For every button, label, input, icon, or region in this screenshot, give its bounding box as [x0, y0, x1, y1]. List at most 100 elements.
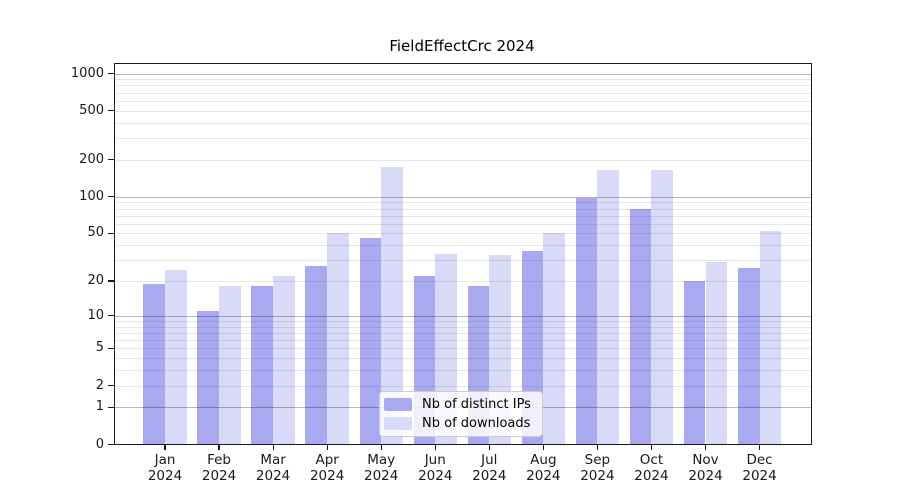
minor-gridline	[113, 370, 812, 372]
bar-downloads	[543, 233, 566, 445]
minor-gridline	[113, 260, 812, 262]
x-tick-label-line: 2024	[418, 467, 453, 484]
x-tick-label-line: Nov	[692, 452, 719, 468]
bar-downloads	[327, 233, 349, 445]
minor-gridline	[113, 385, 812, 387]
bar-distinct-ips	[305, 265, 328, 445]
legend-swatch-downloads	[384, 417, 412, 430]
y-axis-tick	[108, 384, 114, 387]
minor-gridline	[113, 245, 812, 247]
minor-gridline	[113, 215, 812, 217]
x-tick-label-line: 2024	[309, 467, 345, 484]
x-axis-tick	[650, 445, 653, 450]
x-tick-label-line: 2024	[364, 467, 399, 484]
minor-gridline	[113, 223, 812, 225]
minor-gridline	[113, 85, 812, 87]
minor-gridline	[113, 326, 812, 328]
minor-gridline	[113, 332, 812, 334]
minor-gridline	[113, 340, 812, 341]
bar-distinct-ips	[737, 267, 760, 445]
legend: Nb of distinct IPs Nb of downloads	[379, 391, 543, 437]
y-tick-label: 50	[87, 225, 104, 241]
x-tick-label-line: Aug	[530, 452, 557, 468]
x-axis-tick	[272, 445, 274, 450]
bar-distinct-ips	[251, 286, 274, 445]
minor-gridline	[113, 233, 812, 235]
y-axis-tick	[108, 443, 114, 446]
bar-downloads	[273, 276, 295, 445]
x-tick-label-line: Feb	[207, 452, 231, 468]
x-tick-label-line: Jan	[154, 452, 176, 468]
bar-downloads	[705, 261, 728, 445]
x-axis-tick	[542, 445, 544, 450]
y-axis-tick	[108, 196, 114, 198]
y-tick-label: 1000	[70, 65, 104, 81]
x-tick-label-line: 2024	[526, 467, 561, 484]
chart-title: FieldEffectCrc 2024	[389, 37, 535, 55]
x-tick-label-line: Dec	[746, 452, 773, 468]
x-tick-label: May 2024	[351, 452, 411, 484]
y-tick-label: 10	[87, 307, 104, 323]
y-axis-tick	[108, 232, 114, 234]
x-axis-tick	[164, 445, 166, 450]
x-tick-label: Mar 2024	[243, 452, 303, 484]
x-tick-label-line: Mar	[260, 452, 286, 468]
x-tick-label: Nov 2024	[676, 452, 736, 484]
x-tick-label-line: May	[367, 452, 396, 468]
minor-gridline	[113, 138, 812, 140]
x-axis-tick	[596, 445, 598, 450]
y-tick-label: 0	[95, 436, 104, 452]
x-tick-label: Jan 2024	[135, 452, 195, 484]
y-axis-tick	[108, 406, 114, 408]
x-axis-tick	[704, 445, 707, 450]
x-tick-label-line: 2024	[472, 467, 507, 484]
legend-label-downloads: Nb of downloads	[422, 416, 531, 431]
x-tick-label-line: 2024	[201, 467, 237, 484]
minor-gridline	[113, 348, 812, 350]
x-tick-label-line: 2024	[742, 467, 777, 484]
y-tick-label: 500	[79, 102, 104, 118]
minor-gridline	[113, 358, 812, 360]
y-tick-label: 20	[87, 273, 104, 288]
legend-swatch-distinct-ips	[384, 398, 412, 411]
bar-downloads	[381, 166, 403, 445]
y-axis-tick	[108, 72, 114, 75]
x-tick-label: Jun 2024	[405, 452, 465, 484]
minor-gridline	[113, 202, 812, 204]
bar-distinct-ips	[359, 237, 382, 445]
bar-downloads	[759, 231, 782, 445]
y-tick-label: 5	[95, 340, 104, 356]
x-tick-label: Dec 2024	[730, 452, 790, 484]
minor-gridline	[113, 320, 812, 322]
x-tick-label-line: Oct	[639, 452, 664, 468]
major-gridline	[113, 315, 812, 317]
minor-gridline	[113, 208, 812, 210]
y-tick-label: 2	[95, 377, 104, 393]
bar-distinct-ips	[197, 311, 220, 445]
bar-distinct-ips	[629, 208, 652, 445]
x-tick-label-line: 2024	[147, 467, 183, 484]
y-axis-tick	[108, 280, 114, 282]
legend-item-distinct-ips: Nb of distinct IPs	[384, 397, 536, 412]
x-axis-tick	[488, 445, 490, 450]
major-gridline	[113, 73, 812, 75]
bar-downloads	[219, 286, 241, 445]
bar-distinct-ips	[143, 283, 165, 445]
x-tick-label-line: 2024	[688, 467, 723, 484]
minor-gridline	[113, 92, 812, 94]
x-tick-label-line: Jul	[481, 452, 498, 468]
x-tick-label-line: Sep	[584, 452, 611, 468]
minor-gridline	[113, 100, 812, 102]
legend-item-downloads: Nb of downloads	[384, 416, 536, 431]
minor-gridline	[113, 79, 812, 81]
bar-downloads	[165, 269, 187, 445]
minor-gridline	[113, 281, 812, 282]
minor-gridline	[113, 159, 812, 161]
y-tick-label: 100	[79, 188, 104, 204]
legend-label-distinct-ips: Nb of distinct IPs	[422, 397, 531, 412]
bar-downloads	[651, 169, 674, 445]
y-axis-tick	[108, 159, 114, 161]
x-axis-tick	[326, 445, 328, 450]
x-tick-label: Apr 2024	[297, 452, 357, 484]
